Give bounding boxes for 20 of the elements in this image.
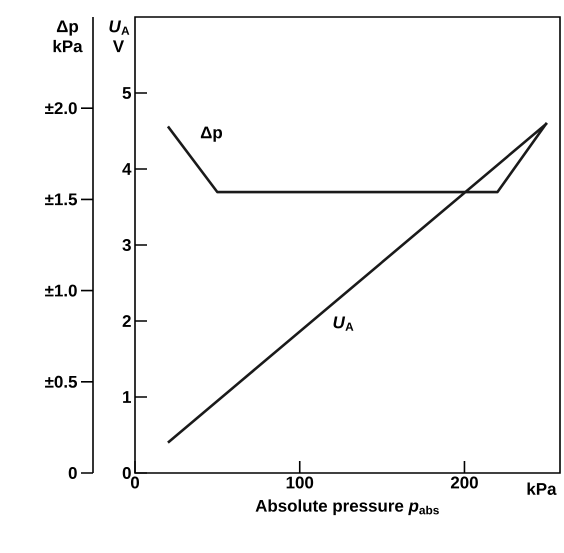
y-tick-label: 5 [122, 87, 132, 99]
series-label: Δp [200, 126, 222, 142]
y-tick-label: 4 [122, 163, 132, 175]
y-axis-title: U$_{A}$ V [109, 20, 130, 52]
y2-tick-label: ±1.5 [45, 193, 78, 206]
series-label: U$_{A}$ [334, 316, 354, 331]
x-tick-label: 200 [450, 476, 478, 489]
y2-axis-title: Δp kPa [54, 20, 83, 52]
y2-tick-label: 0 [68, 467, 77, 479]
y2-tick-label: ±1.0 [45, 284, 77, 297]
y2-tick-label: ±0.5 [45, 376, 78, 388]
x-tick-label: 100 [286, 476, 314, 489]
y-tick-label: 0 [122, 467, 131, 479]
y-tick-label: 1 [123, 391, 132, 403]
y2-tick-label: ±2.0 [45, 102, 77, 114]
x-tick-label: 0 [130, 476, 140, 489]
y-tick-label: 2 [122, 315, 131, 327]
y-tick-label: 3 [122, 238, 131, 252]
text: kPa [528, 482, 557, 495]
x-axis-title: Absolute pressure p$_{abs}$ [256, 499, 439, 516]
